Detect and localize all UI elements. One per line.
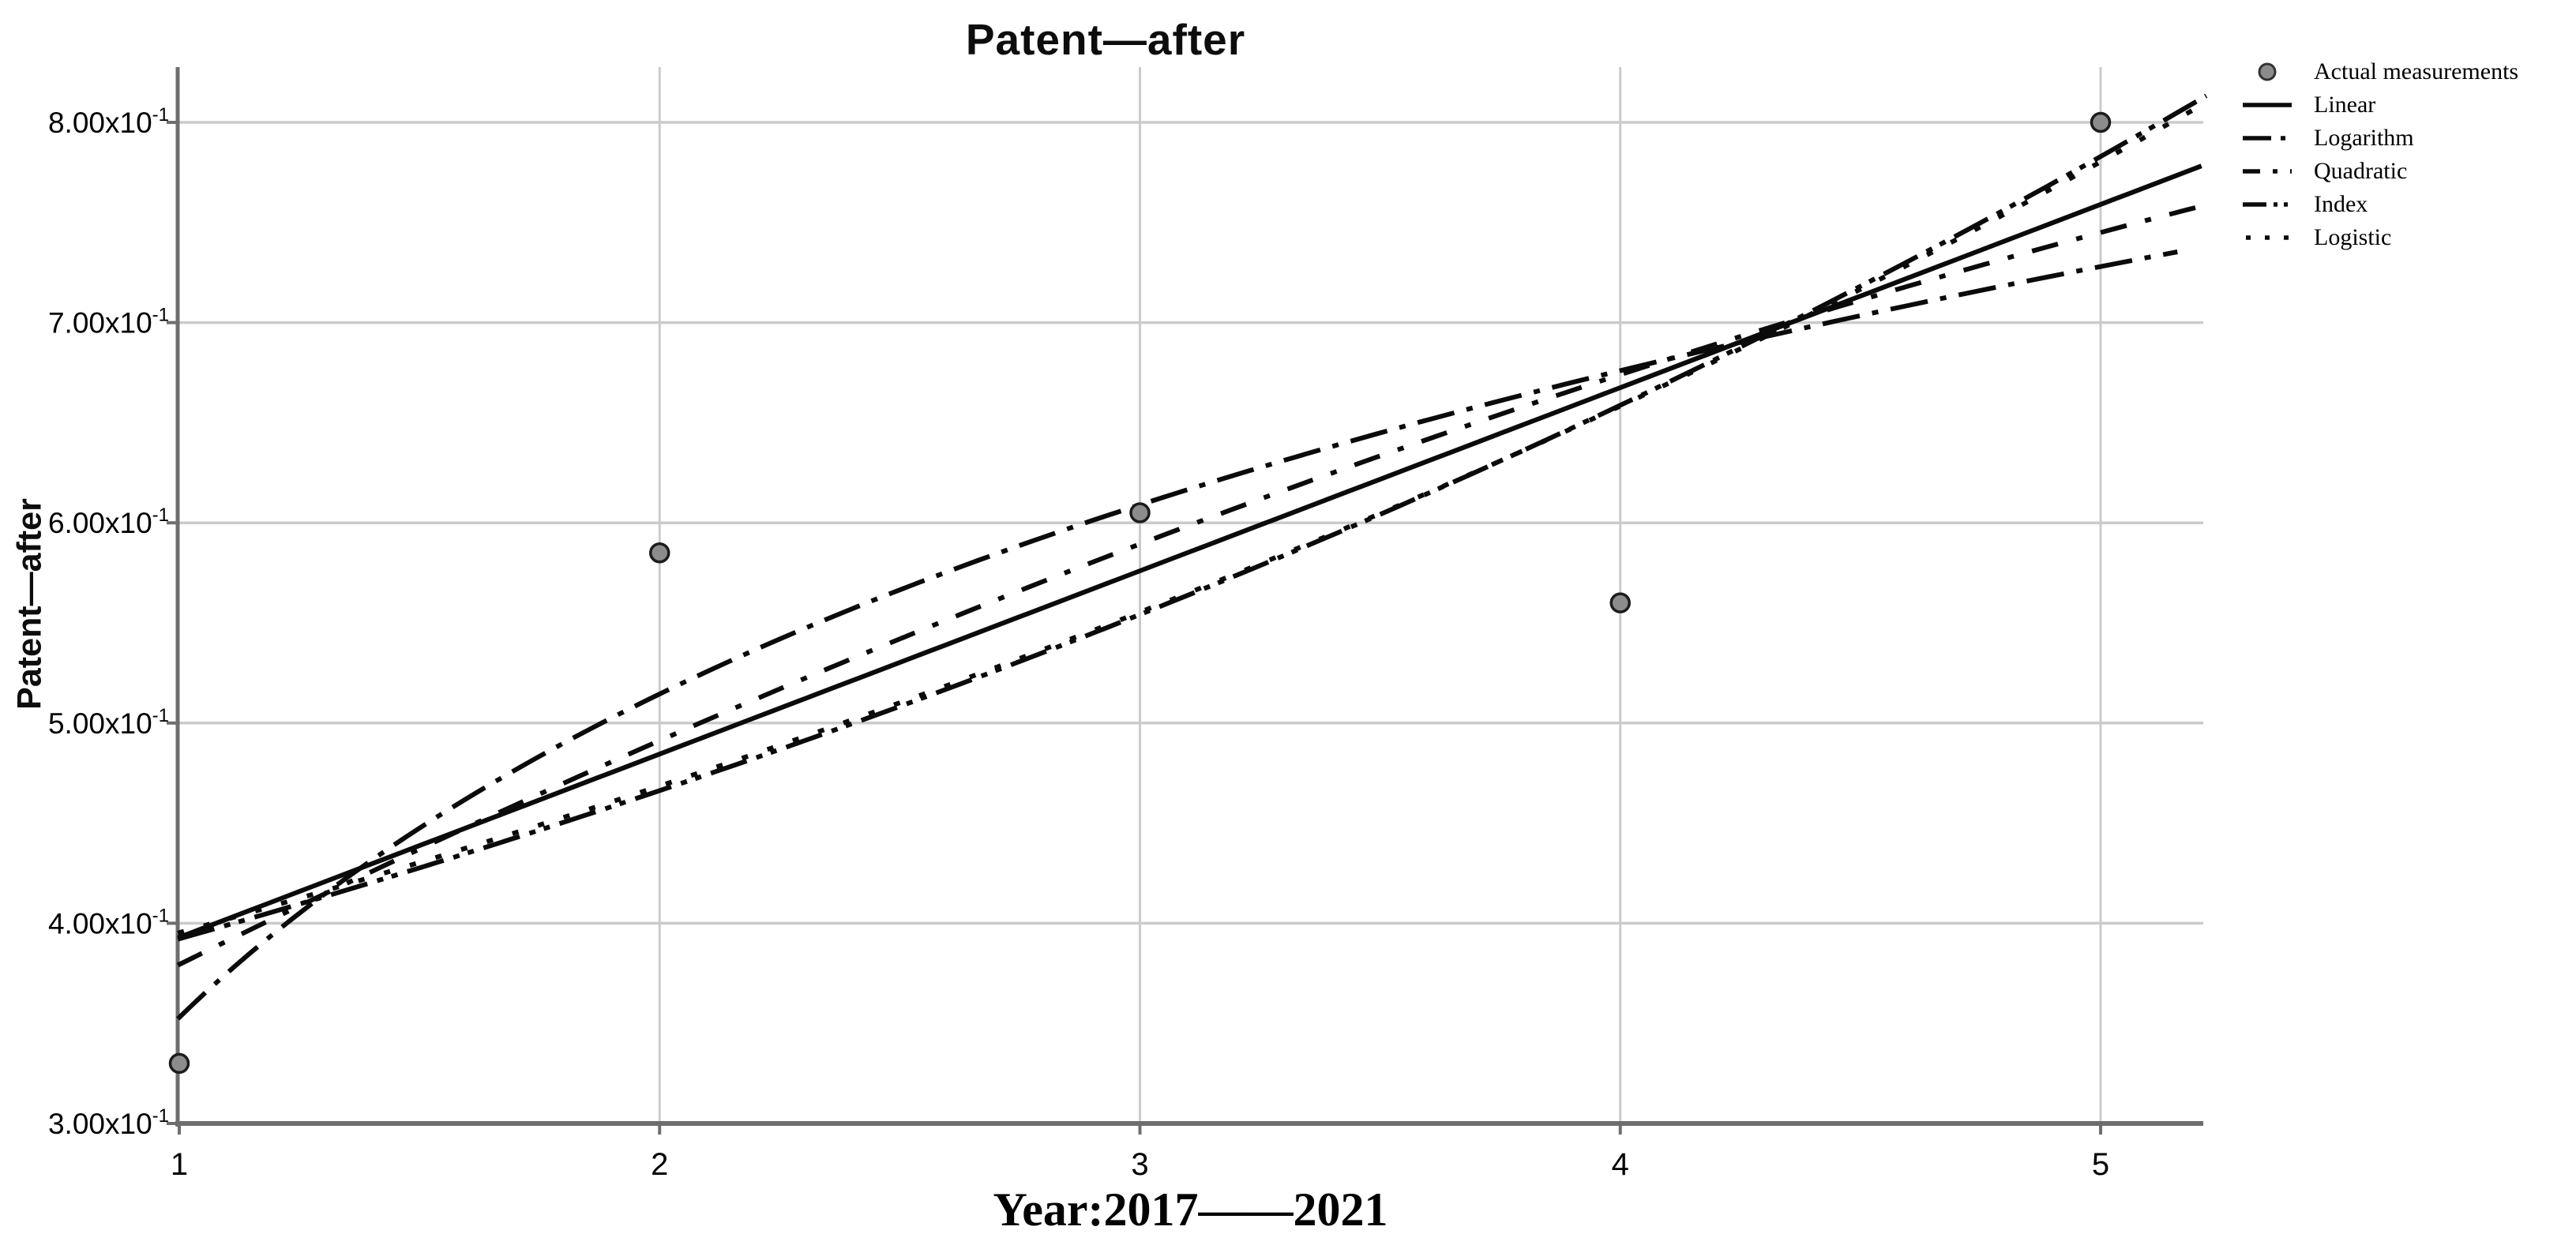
legend-item-logistic: Logistic [2241, 221, 2518, 254]
curve-index [177, 93, 2208, 942]
curve-logarithm [176, 249, 2178, 1021]
x-tick-label: 5 [2092, 1147, 2109, 1182]
y-axis-title: Patent—after [10, 498, 49, 710]
dashdot-line-icon [2243, 136, 2292, 141]
legend-label: Linear [2314, 92, 2376, 118]
solid-line-icon [2243, 103, 2292, 107]
y-tick-label: 7.00x10-1 [48, 305, 169, 339]
dotted-line-icon [2246, 235, 2292, 240]
legend-label: Quadratic [2314, 158, 2408, 184]
legend-item-linear: Linear [2241, 88, 2518, 122]
curve-logistic [177, 108, 2194, 936]
x-tick-label: 1 [171, 1147, 188, 1182]
data-point [1129, 502, 1151, 523]
legend-item-actual: Actual measurements [2241, 55, 2518, 88]
chart-title: Patent—after [965, 15, 1246, 64]
legend-item-index: Index [2241, 188, 2518, 221]
legend-item-quadratic: Quadratic [2241, 155, 2518, 188]
x-tick-label: 2 [651, 1147, 668, 1182]
curve-quadratic [176, 204, 2202, 968]
data-point [2090, 111, 2112, 133]
data-point [168, 1052, 190, 1075]
y-tick-label: 8.00x10-1 [48, 104, 169, 139]
data-point [649, 542, 670, 564]
legend-label: Actual measurements [2314, 58, 2519, 84]
x-axis-title: Year:2017——2021 [993, 1183, 1388, 1236]
y-tick-label: 6.00x10-1 [48, 504, 169, 539]
legend-item-logarithm: Logarithm [2241, 122, 2518, 155]
data-point [1609, 592, 1631, 613]
dash-line-icon [2243, 169, 2292, 174]
legend-label: Index [2314, 191, 2368, 217]
y-tick-label: 5.00x10-1 [48, 705, 169, 740]
x-tick-label: 3 [1131, 1147, 1148, 1182]
y-tick-label: 3.00x10-1 [48, 1105, 169, 1140]
curve-linear [177, 163, 2202, 940]
x-tick-label: 4 [1612, 1147, 1629, 1182]
legend-label: Logarithm [2314, 125, 2414, 151]
legend: Actual measurements Linear Logarithm Qua… [2241, 55, 2518, 254]
y-tick-label: 4.00x10-1 [48, 905, 169, 940]
legend-label: Logistic [2314, 224, 2392, 250]
scatter-marker-icon [2258, 62, 2277, 81]
dashdotdot-line-icon [2243, 202, 2292, 207]
